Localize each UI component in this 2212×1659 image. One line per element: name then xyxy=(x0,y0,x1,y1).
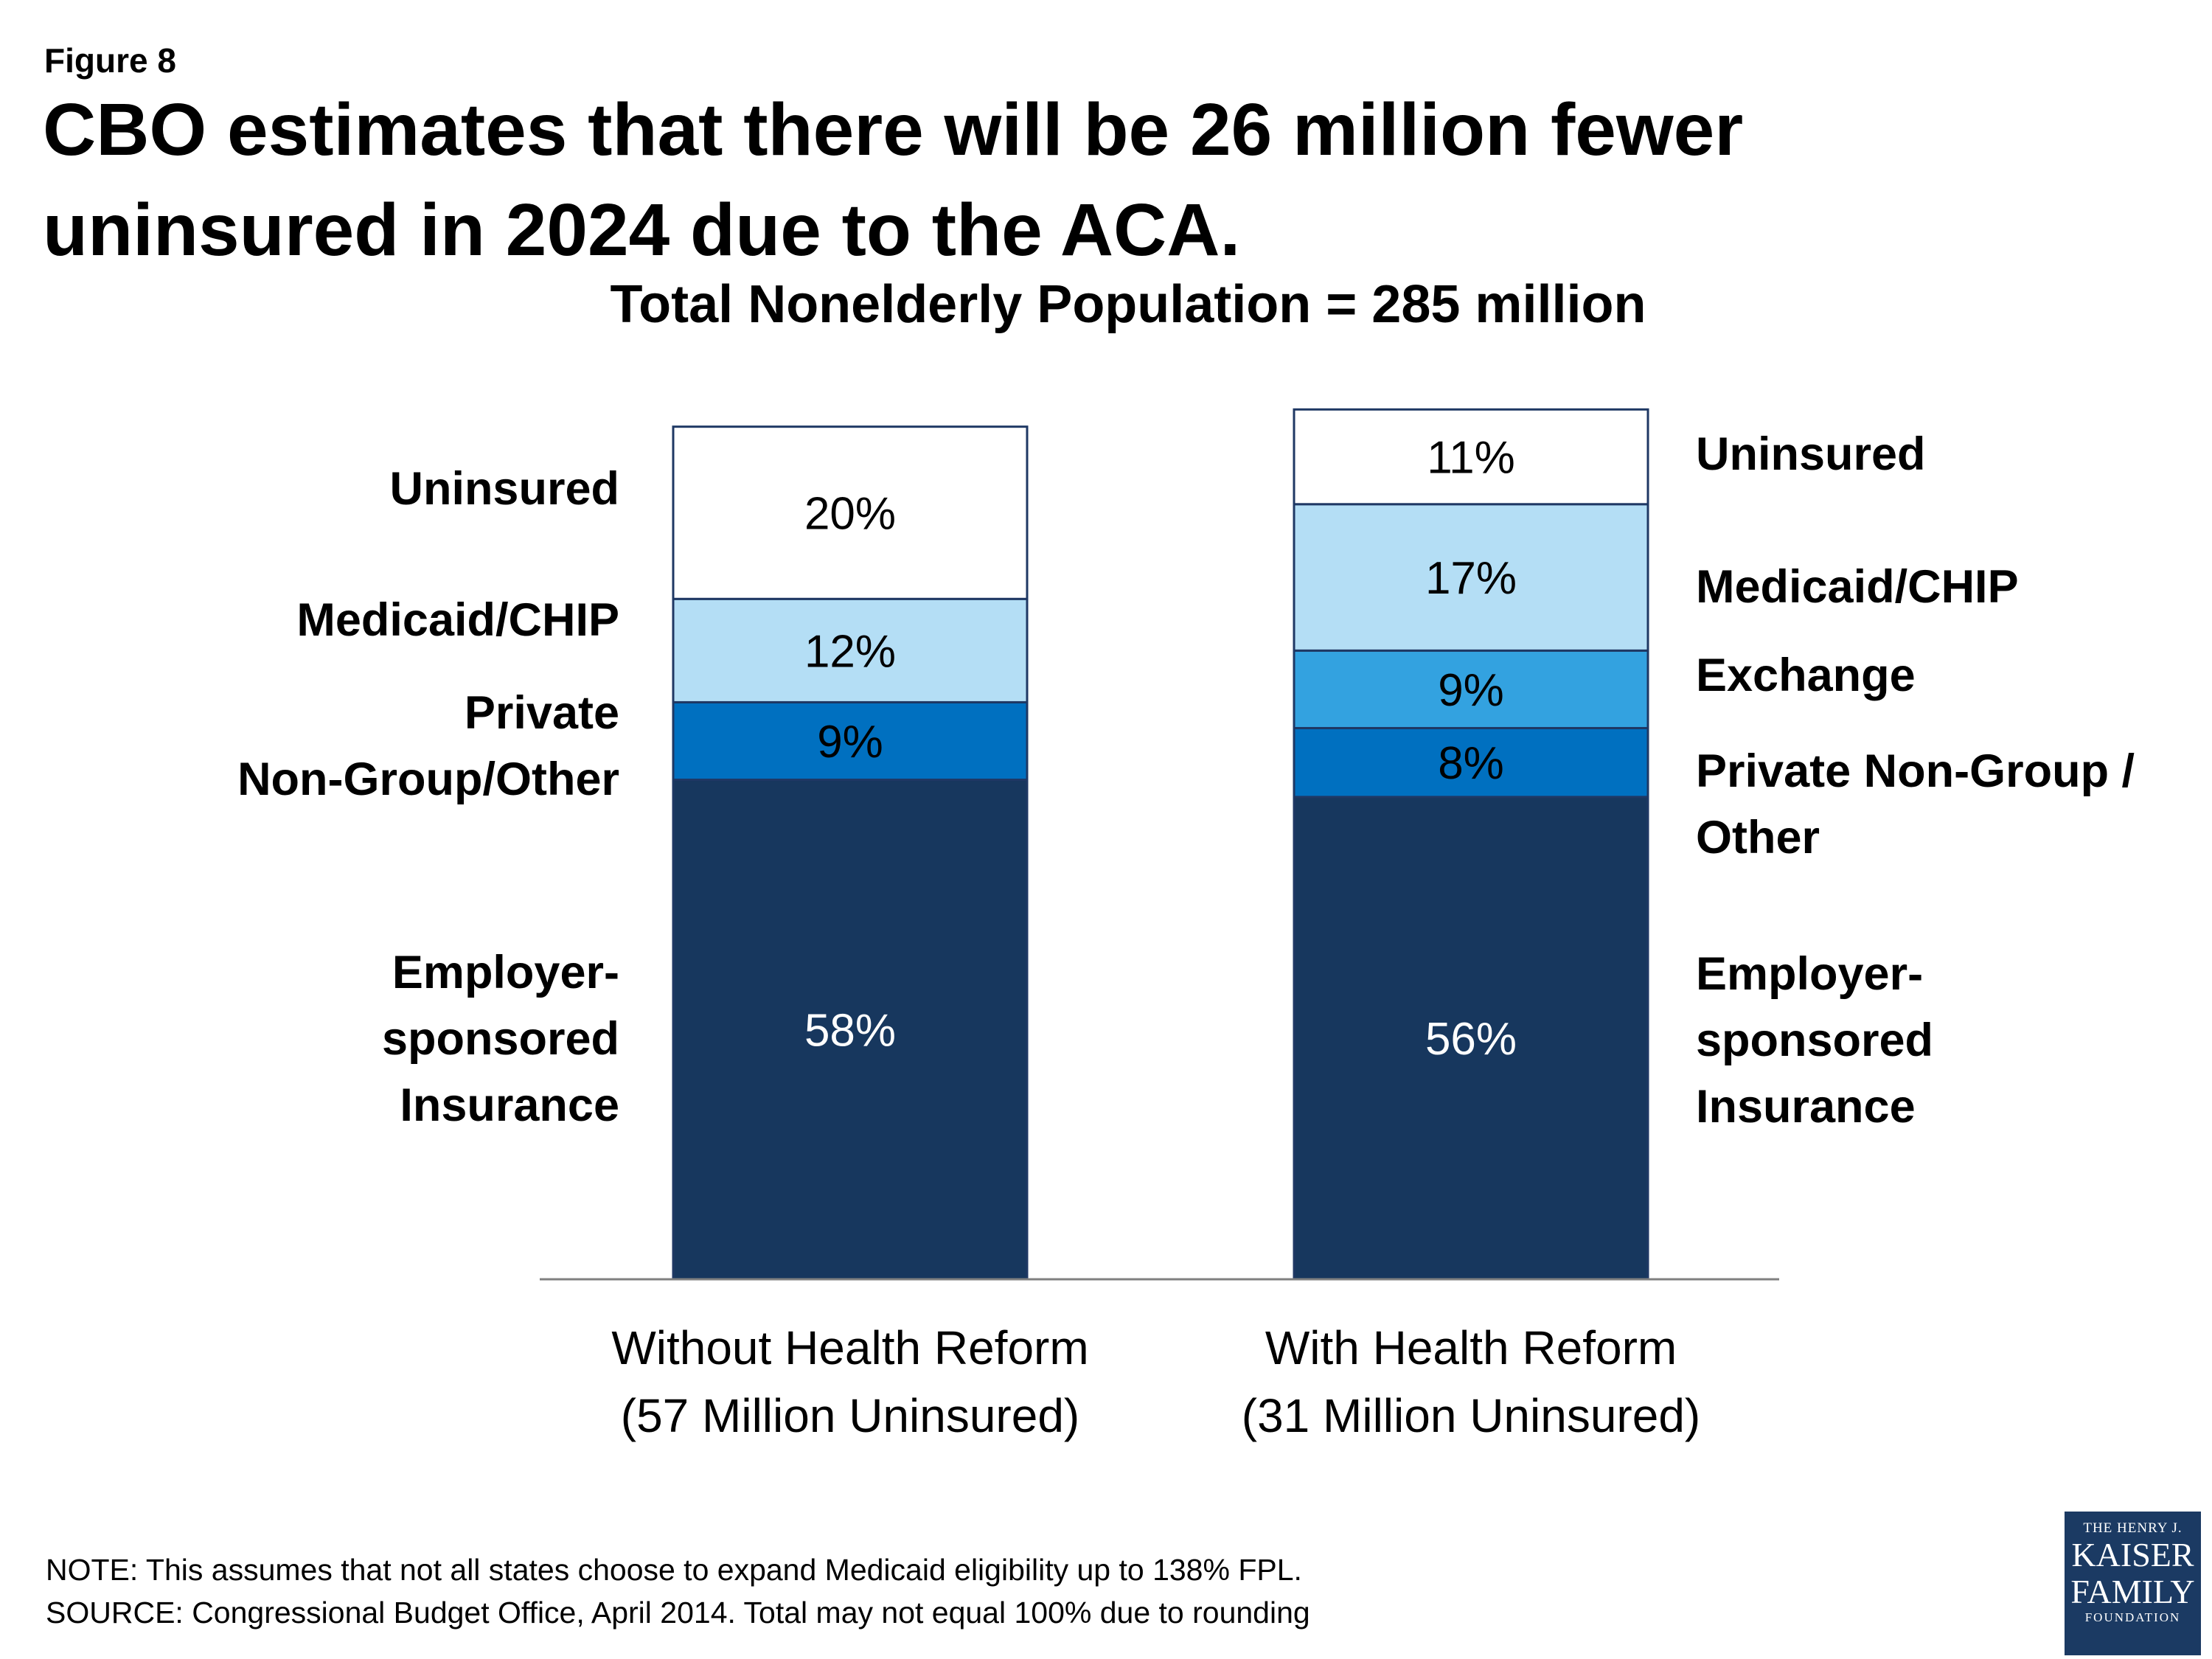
right-label-private-non-group-other: Private Non-Group / Other xyxy=(1696,745,2135,863)
bar-segment-medicaid-chip xyxy=(1293,503,1649,652)
right-label-employer-sponsored-insurance: Employer-sponsored Insurance xyxy=(1696,948,1933,1133)
category-label: Without Health Reform (57 Million Uninsur… xyxy=(611,1321,1088,1442)
right-label-medicaid-chip: Medicaid/CHIP xyxy=(1696,561,2019,613)
bar-segment-employer-sponsored-insurance xyxy=(672,779,1029,1281)
data-label-employer-sponsored-insurance: 56% xyxy=(1425,1014,1517,1065)
left-label-medicaid-chip: Medicaid/CHIP xyxy=(296,594,619,646)
right-label-uninsured: Uninsured xyxy=(1696,428,1926,480)
figure-label: Figure 8 xyxy=(44,41,176,80)
bar-segment-uninsured xyxy=(1293,408,1649,506)
data-label-medicaid-chip: 17% xyxy=(1425,553,1517,604)
data-label-uninsured: 20% xyxy=(804,488,896,539)
data-label-private-non-group-other: 8% xyxy=(1438,738,1504,789)
kff-logo: THE HENRY J. KAISER FAMILY FOUNDATION xyxy=(2065,1512,2201,1655)
data-label-employer-sponsored-insurance: 58% xyxy=(804,1005,896,1056)
left-label-uninsured: Uninsured xyxy=(389,463,619,515)
chart-title: CBO estimates that there will be 26 mill… xyxy=(43,88,1744,271)
logo-line-2: KAISER xyxy=(2071,1536,2194,1573)
logo-line-3: FAMILY xyxy=(2070,1573,2195,1610)
bar-segment-employer-sponsored-insurance xyxy=(1293,796,1649,1281)
data-label-exchange: 9% xyxy=(1438,665,1504,716)
right-label-exchange: Exchange xyxy=(1696,650,1916,701)
data-label-private-non-group-other: 9% xyxy=(817,717,883,768)
bar-segment-uninsured xyxy=(672,425,1029,600)
footer-note: NOTE: This assumes that not all states c… xyxy=(46,1553,1302,1587)
footer-source: SOURCE: Congressional Budget Office, Apr… xyxy=(46,1596,1310,1630)
left-label-private-non-group-other: Private Non-Group/Other xyxy=(237,687,619,805)
logo-line-1: THE HENRY J. xyxy=(2083,1520,2183,1536)
data-label-uninsured: 11% xyxy=(1427,433,1515,484)
chart-subtitle: Total Nonelderly Population = 285 millio… xyxy=(610,275,1646,334)
category-label: With Health Reform (31 Million Uninsured) xyxy=(1242,1321,1700,1442)
logo-line-4: FOUNDATION xyxy=(2084,1610,2181,1624)
bar-segment-exchange xyxy=(1293,649,1649,729)
data-label-medicaid-chip: 12% xyxy=(804,626,896,677)
footer: NOTE: This assumes that not all states c… xyxy=(46,1548,1310,1634)
bar-segment-private-non-group-other xyxy=(1293,726,1649,799)
left-label-employer-sponsored-insurance: Employer-sponsored Insurance xyxy=(382,947,619,1131)
